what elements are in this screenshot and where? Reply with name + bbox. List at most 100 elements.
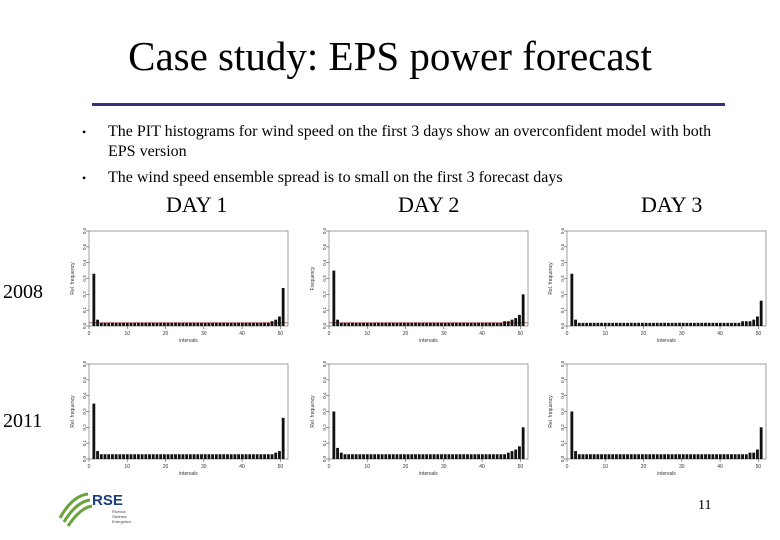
histogram-bar xyxy=(663,322,667,326)
title-divider xyxy=(92,103,725,106)
histogram-bar xyxy=(248,322,252,326)
plot-frame xyxy=(328,363,529,460)
y-tick-label: 0.2 xyxy=(560,424,565,431)
year-label-2008: 2008 xyxy=(3,281,43,303)
histogram-bar xyxy=(428,454,432,459)
histogram-bar xyxy=(652,322,655,326)
histogram-bar xyxy=(203,454,207,459)
histogram-bar xyxy=(744,454,748,459)
histogram-bar xyxy=(648,454,652,459)
histogram-bar xyxy=(122,454,125,459)
histogram-bar xyxy=(730,454,733,459)
histogram-bar xyxy=(92,403,96,459)
histogram-bar xyxy=(107,322,111,326)
histogram-bar xyxy=(203,322,207,326)
histogram-bar xyxy=(192,322,196,326)
histogram-bar xyxy=(737,454,741,459)
histogram-bar xyxy=(151,322,155,326)
histogram-bar xyxy=(255,322,259,326)
histogram-bar xyxy=(111,322,114,326)
pit-histogram-2008-day3: 0.0 0.1 0.2 0.3 0.4 0.5 0.6 0 10 20 30 40 50 interval… xyxy=(540,225,770,355)
histogram-bar xyxy=(111,454,114,459)
x-tick-label: 20 xyxy=(163,464,169,470)
histogram-bar xyxy=(600,322,603,326)
histogram-bar xyxy=(574,451,577,459)
logo-subtext: Ricerca xyxy=(112,509,126,514)
histogram-bar xyxy=(432,322,436,326)
histogram-bar xyxy=(696,322,700,326)
histogram-bar xyxy=(592,454,596,459)
histogram-bar xyxy=(365,322,369,326)
histogram-bar xyxy=(521,294,525,326)
histogram-bar xyxy=(118,454,122,459)
histogram-bar xyxy=(188,454,192,459)
y-tick-label: 0.3 xyxy=(82,275,87,282)
histogram-bar xyxy=(274,452,278,459)
slide-title: Case study: EPS power forecast xyxy=(128,33,652,79)
y-tick-label: 0.3 xyxy=(560,408,565,415)
histogram-bar xyxy=(252,454,255,459)
histogram-bar xyxy=(218,322,222,326)
histogram-bar xyxy=(574,319,577,326)
x-tick-label: 50 xyxy=(756,331,762,337)
histogram-svg: 0.0 0.1 0.2 0.3 0.4 0.5 0.6 0 10 20 30 40 50 interval… xyxy=(310,360,529,477)
x-tick-label: 30 xyxy=(679,331,685,337)
histogram-bar xyxy=(118,322,122,326)
histogram-bar xyxy=(174,454,177,459)
histogram-bar xyxy=(136,454,140,459)
histogram-bar xyxy=(410,322,414,326)
histogram-bar xyxy=(281,417,285,459)
histogram-bar xyxy=(114,322,118,326)
histogram-bar xyxy=(174,322,177,326)
y-axis-label: Rel. frequency xyxy=(70,395,76,428)
y-tick-label: 0.0 xyxy=(322,322,327,329)
histogram-bar xyxy=(514,449,518,459)
histogram-bar xyxy=(425,454,429,459)
histogram-bar xyxy=(611,322,615,326)
histogram-bar xyxy=(347,322,351,326)
histogram-bar xyxy=(622,454,626,459)
histogram-bar xyxy=(618,322,622,326)
y-tick-label: 0.2 xyxy=(82,424,87,431)
x-tick-label: 30 xyxy=(441,331,447,337)
histogram-bar xyxy=(170,322,174,326)
histogram-bar xyxy=(726,454,730,459)
histogram-bar xyxy=(122,322,125,326)
histogram-bar xyxy=(96,319,99,326)
histogram-bar xyxy=(685,322,689,326)
histogram-bar xyxy=(399,322,403,326)
histogram-bar xyxy=(707,454,711,459)
histogram-bar xyxy=(518,314,521,326)
y-axis-label: Rel. frequency xyxy=(548,395,554,428)
y-tick-label: 0.5 xyxy=(82,376,87,383)
histogram-bar xyxy=(503,321,506,326)
histogram-bar xyxy=(380,454,384,459)
histogram-bar xyxy=(402,454,406,459)
histogram-bar xyxy=(440,322,443,326)
histogram-bar xyxy=(200,322,203,326)
x-tick-label: 0 xyxy=(328,464,331,470)
histogram-bar xyxy=(607,322,611,326)
y-tick-label: 0.0 xyxy=(82,455,87,462)
histogram-bar xyxy=(462,322,466,326)
x-tick-label: 10 xyxy=(602,464,608,470)
histogram-bar xyxy=(689,322,693,326)
x-tick-label: 10 xyxy=(364,331,370,337)
histogram-bar xyxy=(473,322,477,326)
histogram-bar xyxy=(207,322,211,326)
histogram-bar xyxy=(752,452,756,459)
histogram-bar xyxy=(592,322,596,326)
plot-frame xyxy=(566,363,767,460)
histogram-bar xyxy=(421,322,425,326)
histogram-bar xyxy=(581,454,585,459)
histogram-bar xyxy=(655,322,659,326)
histogram-bar xyxy=(633,322,637,326)
histogram-bar xyxy=(640,322,644,326)
histogram-bar xyxy=(365,454,369,459)
histogram-bar xyxy=(521,427,525,459)
histogram-bar xyxy=(211,454,215,459)
x-tick-label: 40 xyxy=(717,331,723,337)
histogram-bar xyxy=(503,454,506,459)
histogram-bar xyxy=(211,322,215,326)
histogram-bar xyxy=(185,322,189,326)
